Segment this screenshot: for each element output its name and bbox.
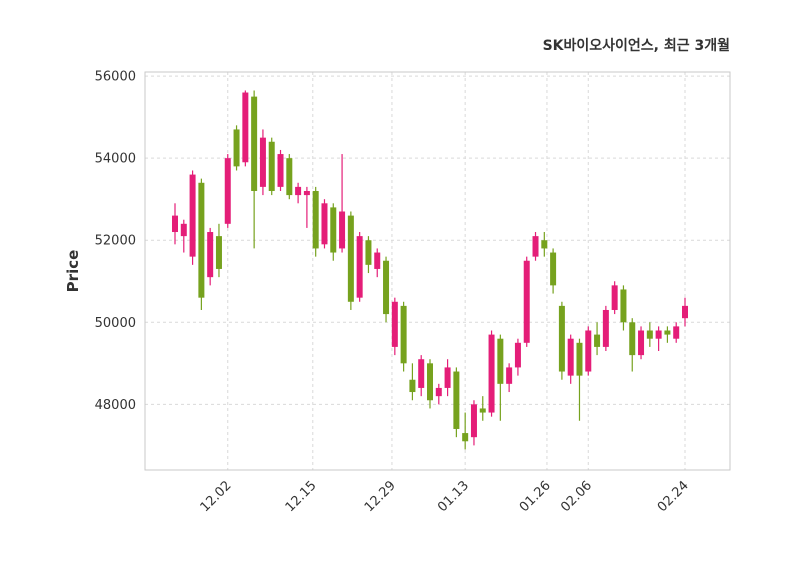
candle-01.20 xyxy=(506,363,513,393)
y-tick-label: 56000 xyxy=(95,70,136,85)
y-tick-label: 52000 xyxy=(95,234,136,249)
x-tick-label: 02.24 xyxy=(655,478,692,515)
candle-11.28 xyxy=(207,227,214,286)
candle-12.16 xyxy=(312,186,319,257)
x-tick-label: 12.02 xyxy=(198,478,235,515)
candle-01.24 xyxy=(541,232,548,257)
candle-12.26 xyxy=(374,248,381,278)
candle-01.03 xyxy=(409,363,416,401)
candle-12.12 xyxy=(295,182,302,204)
candle-02.03 xyxy=(558,301,565,380)
candle-12.17 xyxy=(321,199,328,249)
candle-01.17 xyxy=(497,334,504,421)
candle-12.03 xyxy=(233,125,240,171)
candle-11.22 xyxy=(172,203,178,245)
candle-01.06 xyxy=(418,355,425,397)
candle-12.05 xyxy=(251,90,258,249)
candle-12.13 xyxy=(303,186,310,228)
candle-11.27 xyxy=(198,178,205,310)
candle-12.27 xyxy=(383,256,390,323)
x-tick-labels: 12.02 12.15 12.29 01.13 01.26 02.06 02.24 xyxy=(198,478,692,515)
gridlines xyxy=(145,72,730,470)
candle-02.05 xyxy=(576,338,583,421)
candle-01.22 xyxy=(523,256,530,347)
candle-02.07 xyxy=(594,322,601,356)
candle-02.19 xyxy=(664,326,671,343)
candle-01.23 xyxy=(532,232,539,261)
candle-01.13 xyxy=(462,412,469,450)
candle-12.02 xyxy=(224,154,231,228)
plot-border xyxy=(144,71,731,471)
chart-title: SK바이오사이언스, 최근 3개월 xyxy=(543,37,730,54)
candle-12.19 xyxy=(339,154,346,253)
candle-12.24 xyxy=(365,236,372,274)
y-axis-label: Price xyxy=(64,250,82,293)
candle-02.12 xyxy=(620,285,627,331)
candle-02.18 xyxy=(655,326,662,352)
candle-02.17 xyxy=(646,322,653,347)
candle-11.29 xyxy=(215,223,222,278)
x-tick-label: 01.26 xyxy=(517,478,554,515)
candle-12.04 xyxy=(242,90,249,167)
candle-01.08 xyxy=(435,383,442,405)
y-tick-label: 54000 xyxy=(95,152,136,167)
candle-12.09 xyxy=(268,137,275,196)
y-tick-labels: 48000 50000 52000 54000 56000 xyxy=(95,70,136,413)
x-tick-label: 02.06 xyxy=(558,478,595,515)
candle-01.21 xyxy=(514,338,521,376)
x-tick-label: 01.13 xyxy=(435,478,472,515)
candles xyxy=(172,90,688,450)
candle-02.13 xyxy=(629,318,636,372)
candle-01.02 xyxy=(400,301,407,372)
candle-02.14 xyxy=(638,326,645,360)
candle-12.18 xyxy=(330,203,337,261)
candle-11.25 xyxy=(180,219,187,253)
candle-01.07 xyxy=(427,359,433,409)
candle-01.16 xyxy=(488,330,495,417)
candle-12.30 xyxy=(391,297,398,356)
candle-11.26 xyxy=(189,170,196,265)
candle-01.31 xyxy=(550,248,557,294)
candle-02.10 xyxy=(602,305,609,352)
candle-02.20 xyxy=(673,322,680,343)
y-tick-label: 50000 xyxy=(95,316,136,331)
candle-01.10 xyxy=(453,367,460,438)
candle-02.04 xyxy=(567,334,574,384)
candle-12.20 xyxy=(347,211,354,310)
y-tick-label: 48000 xyxy=(95,398,136,413)
candle-12.06 xyxy=(259,129,266,196)
candle-02.06 xyxy=(585,326,592,376)
candle-01.14 xyxy=(470,400,477,446)
candle-01.09 xyxy=(444,359,451,397)
candle-02.24 xyxy=(682,297,688,327)
x-tick-label: 12.15 xyxy=(283,478,320,515)
candle-02.11 xyxy=(611,281,618,315)
x-tick-label: 12.29 xyxy=(362,478,399,515)
candle-12.11 xyxy=(286,154,293,200)
candle-12.23 xyxy=(356,232,363,302)
candle-12.10 xyxy=(277,149,284,191)
candle-01.15 xyxy=(479,396,486,421)
